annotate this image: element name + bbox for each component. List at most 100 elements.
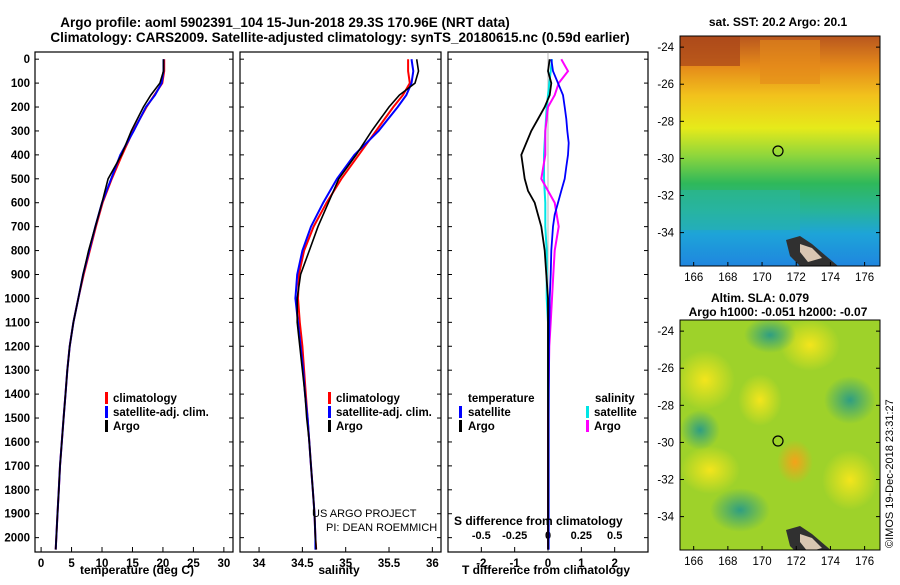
legend-label-t-argo: Argo [468, 421, 495, 433]
s-tick-label: -0.5 [472, 530, 491, 542]
depth-tick-label: 700 [11, 222, 30, 234]
sla-high [680, 350, 735, 410]
lat-tick-label: -26 [657, 79, 674, 91]
legend-swatch-climatology [328, 392, 331, 404]
t-difference-x-axis: -2 -1 0 1 2 [448, 58, 648, 570]
lat-tick-label: -30 [657, 153, 674, 165]
legend-swatch-t-satellite [459, 406, 462, 418]
x-tick-label: 25 [187, 558, 200, 570]
depth-tick-label: 200 [11, 102, 30, 114]
depth-tick-label: 1800 [4, 485, 30, 497]
legend-swatch-satellite [105, 406, 108, 418]
lon-tick-label: 174 [821, 272, 841, 284]
sst-map-title: sat. SST: 20.2 Argo: 20.1 [709, 15, 848, 29]
lat-tick-label: -34 [657, 512, 674, 524]
depth-tick-label: 2000 [4, 533, 30, 545]
difference-legend: temperature satellite Argo salinity sate… [459, 393, 637, 433]
depth-tick-label: 1600 [4, 437, 30, 449]
temperature-x-axis: 0 5 10 15 20 25 30 [35, 58, 233, 570]
temperature-xlabel: temperature (deg C) [80, 563, 194, 577]
sla-map-title-2: Argo h1000: -0.051 h2000: -0.07 [689, 305, 868, 319]
depth-tick-label: 100 [11, 78, 30, 90]
legend-label-climatology: climatology [336, 393, 401, 405]
x-tick-label: 35.5 [378, 558, 401, 570]
sla-high [777, 440, 813, 484]
s-tick-label: 0.25 [571, 530, 592, 542]
lat-tick-label: -32 [657, 475, 674, 487]
legend-label-t-satellite: satellite [468, 407, 511, 419]
depth-tick-label: 400 [11, 150, 30, 162]
sla-lon-axis: 166 168 170 172 174 176 [684, 546, 874, 568]
depth-tick-label: 1400 [4, 389, 30, 401]
lon-tick-label: 176 [855, 272, 874, 284]
temperature-panel: 0 5 10 15 20 25 30 temperature (deg C) climato… [34, 51, 234, 577]
legend-title-temperature: temperature [468, 393, 534, 405]
depth-tick-label: 0 [24, 54, 30, 66]
x-tick-label: 2 [611, 558, 617, 570]
lon-tick-label: 174 [821, 556, 841, 568]
legend-swatch-argo [105, 420, 108, 432]
legend-swatch-satellite [328, 406, 331, 418]
sst-lon-axis: 166 168 170 172 174 176 [684, 262, 874, 284]
argo-float-marker [772, 435, 784, 447]
depth-tick-label: 1500 [4, 413, 30, 425]
lon-tick-label: 166 [684, 556, 703, 568]
salinity-legend: climatology satellite-adj. clim. Argo [328, 392, 432, 433]
sla-map-frame [679, 319, 881, 551]
sst-map: sat. SST: 20.2 Argo: 20.1 -24 -26 -28 -30 -3… [657, 15, 881, 284]
sla-low [744, 320, 796, 353]
legend-swatch-s-argo [586, 420, 589, 432]
s-difference-label: S difference from climatology [454, 514, 623, 528]
depth-tick-label: 300 [11, 126, 30, 138]
t-difference-xlabel: T difference from climatology [462, 563, 630, 577]
temperature-legend: climatology satellite-adj. clim. Argo [105, 392, 209, 433]
lon-tick-label: 170 [752, 272, 771, 284]
sst-warm-patch [680, 36, 740, 66]
difference-panel: -2 -1 0 1 2 -0.5 -0.25 0 0.25 0.5 S difference f… [447, 51, 649, 577]
sla-map: Altim. SLA: 0.079 Argo h1000: -0.051 h20… [657, 291, 881, 568]
series-line-argo [296, 59, 420, 550]
salinity-xlabel: salinity [318, 563, 360, 577]
depth-tick-label: 800 [11, 246, 30, 258]
x-tick-label: -2 [476, 558, 486, 570]
legend-label-satellite: satellite-adj. clim. [113, 407, 209, 419]
x-tick-label: 30 [217, 558, 230, 570]
salinity-series [294, 59, 420, 550]
s-tick-label: -0.25 [502, 530, 527, 542]
sla-high [680, 446, 740, 494]
sla-low [824, 376, 876, 424]
lat-tick-label: -34 [657, 228, 674, 240]
depth-tick-label: 1200 [4, 341, 30, 353]
lon-tick-label: 172 [787, 272, 806, 284]
salinity-x-axis: 34 34.5 35 35.5 36 [240, 58, 441, 570]
sla-high [738, 374, 782, 426]
sla-high [822, 450, 878, 510]
salinity-panel: 34 34.5 35 35.5 36 salinity climatology sate… [239, 51, 442, 577]
x-tick-label: 10 [96, 558, 109, 570]
lat-tick-label: -28 [657, 400, 674, 412]
depth-tick-label: 1300 [4, 365, 30, 377]
legend-label-argo: Argo [336, 421, 363, 433]
header-line-2: Climatology: CARS2009. Satellite-adjuste… [50, 30, 629, 45]
lon-tick-label: 172 [787, 556, 806, 568]
salinity-plot-frame [239, 51, 442, 553]
x-tick-label: 35 [339, 558, 352, 570]
lat-tick-label: -28 [657, 116, 674, 128]
depth-tick-label: 1100 [5, 317, 30, 329]
x-tick-label: -1 [510, 558, 521, 570]
legend-title-salinity: salinity [595, 393, 635, 405]
sst-lat-axis: -24 -26 -28 -30 -32 -34 [657, 42, 880, 240]
imos-timestamp: ©IMOS 19-Dec-2018 23:31:27 [884, 399, 896, 548]
x-tick-label: 1 [578, 558, 585, 570]
x-tick-label: 0 [38, 558, 44, 570]
sst-warm-patch [760, 40, 820, 84]
sst-cool-patch [680, 190, 800, 230]
sla-lat-axis: -24 -26 -28 -30 -32 -34 [657, 326, 880, 524]
temperature-plot-frame [34, 51, 234, 553]
depth-tick-label: 500 [11, 174, 30, 186]
sla-low [680, 410, 720, 450]
sst-map-field [680, 36, 880, 266]
legend-label-s-satellite: satellite [594, 407, 637, 419]
